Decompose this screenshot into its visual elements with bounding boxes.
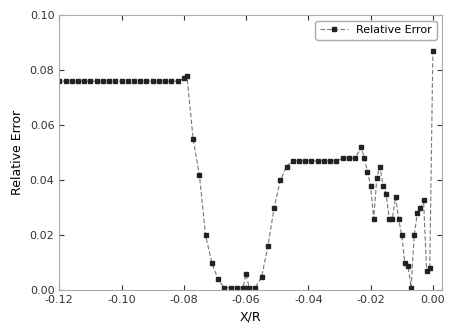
Relative Error [222, 286, 227, 290]
Relative Error [430, 49, 436, 53]
Relative Error [411, 233, 417, 238]
Relative Error [303, 159, 308, 163]
Legend: Relative Error: Relative Error [315, 21, 436, 40]
Relative Error [156, 79, 162, 83]
Line: Relative Error: Relative Error [57, 49, 436, 290]
Relative Error [57, 79, 62, 83]
Relative Error [309, 159, 314, 163]
Y-axis label: Relative Error: Relative Error [11, 110, 24, 195]
Relative Error [150, 79, 155, 83]
X-axis label: X/R: X/R [240, 311, 261, 324]
Relative Error [203, 233, 208, 238]
